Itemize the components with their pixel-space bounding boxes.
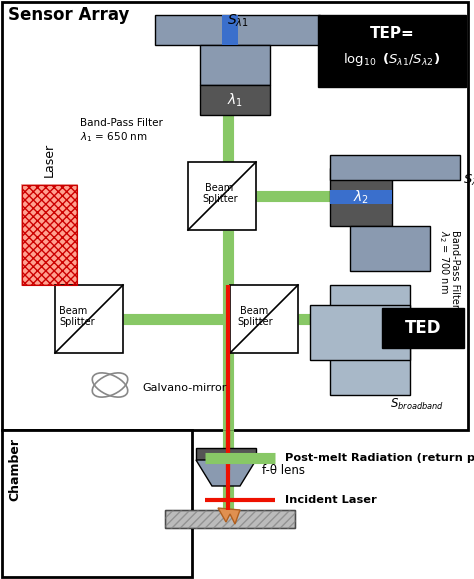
Polygon shape <box>196 460 256 486</box>
Text: Beam: Beam <box>240 306 268 316</box>
Bar <box>222 15 238 45</box>
Text: $\lambda_2$: $\lambda_2$ <box>353 188 369 206</box>
Bar <box>22 185 77 285</box>
Bar <box>382 308 464 348</box>
Polygon shape <box>218 508 240 524</box>
Text: $\log_{10}$ ($S_{\lambda 1}/S_{\lambda 2}$): $\log_{10}$ ($S_{\lambda 1}/S_{\lambda 2… <box>344 52 440 68</box>
Text: $\lambda_1$: $\lambda_1$ <box>227 91 243 109</box>
Text: $S_{\lambda 1}$: $S_{\lambda 1}$ <box>227 13 249 30</box>
Text: Beam: Beam <box>205 183 233 193</box>
Text: Band-Pass Filter: Band-Pass Filter <box>80 118 163 128</box>
Bar <box>196 448 256 460</box>
Text: Splitter: Splitter <box>202 195 237 204</box>
Bar <box>318 15 466 87</box>
Text: Post-melt Radiation (return path): Post-melt Radiation (return path) <box>285 453 474 463</box>
Text: Sensor Array: Sensor Array <box>8 6 129 24</box>
Text: f-θ lens: f-θ lens <box>262 464 305 477</box>
Text: $\lambda_1$ = 650 nm: $\lambda_1$ = 650 nm <box>80 130 148 144</box>
Bar <box>2 430 192 577</box>
Text: $\lambda_2$ = 700 nm: $\lambda_2$ = 700 nm <box>437 230 451 294</box>
Bar <box>330 155 460 180</box>
Bar <box>188 162 256 230</box>
Bar <box>330 190 392 204</box>
Text: Galvano-mirror: Galvano-mirror <box>142 383 227 393</box>
Text: Laser: Laser <box>43 143 55 177</box>
Bar <box>230 285 298 353</box>
Bar <box>55 285 123 353</box>
Text: $S_{\lambda 2}$: $S_{\lambda 2}$ <box>463 173 474 188</box>
Bar <box>165 510 295 528</box>
Bar <box>310 305 410 360</box>
Bar <box>330 168 392 226</box>
Text: TED: TED <box>405 319 441 337</box>
Text: TEP=: TEP= <box>370 27 414 42</box>
Text: Band-Pass Filter: Band-Pass Filter <box>450 230 460 308</box>
Bar <box>22 185 77 285</box>
Bar <box>350 226 430 271</box>
Bar <box>155 15 320 45</box>
Text: $S_{broadband}$: $S_{broadband}$ <box>390 397 444 412</box>
Text: Incident Laser: Incident Laser <box>285 495 377 505</box>
Bar <box>330 285 410 395</box>
Text: Splitter: Splitter <box>237 317 273 327</box>
Text: Splitter: Splitter <box>59 317 95 327</box>
Bar <box>2 2 468 430</box>
Bar <box>200 45 270 85</box>
Text: Beam: Beam <box>59 306 87 316</box>
Bar <box>165 510 295 528</box>
Text: Chamber: Chamber <box>8 438 21 501</box>
Bar <box>200 85 270 115</box>
